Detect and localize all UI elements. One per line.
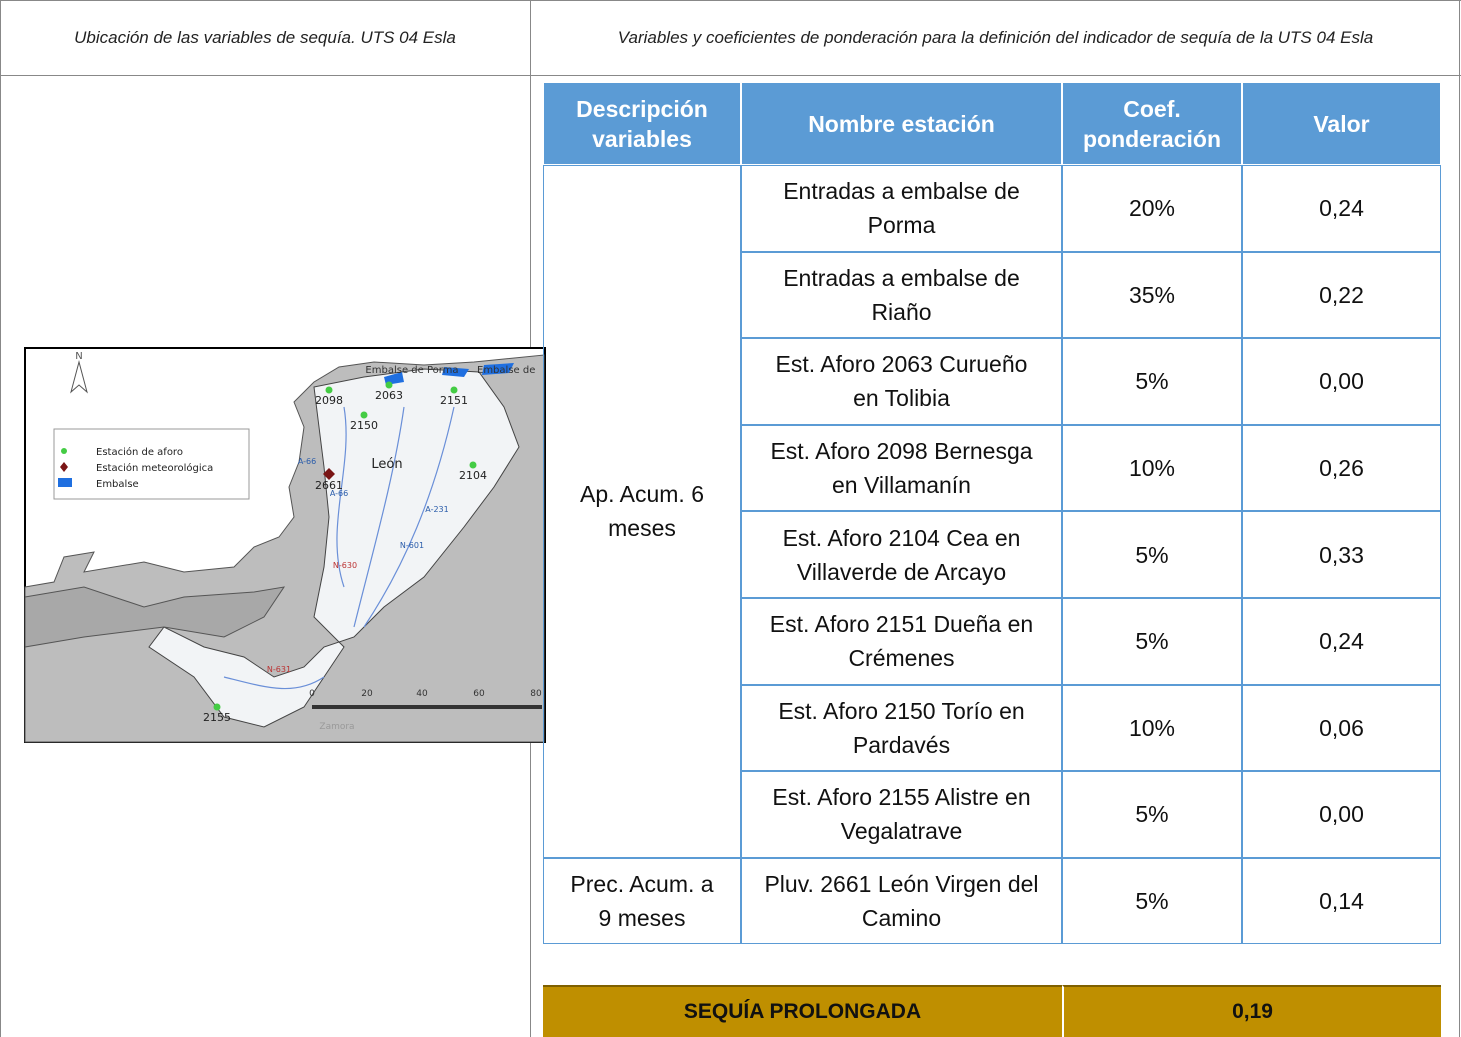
frame-top	[0, 0, 1461, 1]
station-cell: Pluv. 2661 León Virgen del Camino	[741, 857, 1062, 945]
station-label: 2063	[375, 389, 403, 402]
place-label: Zamora	[319, 722, 354, 732]
frame-right	[1459, 0, 1460, 1037]
station-label: 2150	[350, 419, 378, 432]
scale-label: 0	[309, 689, 315, 699]
summary-label: SEQUÍA PROLONGADA	[543, 985, 1062, 1037]
value-cell: 0,00	[1242, 771, 1441, 858]
station-label: 2098	[315, 394, 343, 407]
summary-value: 0,19	[1062, 985, 1441, 1037]
legend-diamond	[60, 462, 68, 472]
coef-cell: 5%	[1062, 598, 1242, 685]
coef-cell: 5%	[1062, 511, 1242, 598]
frame-left	[0, 0, 1, 1037]
station-label: 2661	[315, 479, 343, 492]
station-cell: Est. Aforo 2098 Bernesga en Villamanín	[741, 424, 1062, 512]
value-cell: 0,14	[1242, 857, 1441, 945]
station-cell: Entradas a embalse de Porma	[741, 165, 1062, 252]
frame-row	[0, 75, 1461, 76]
legend-label: Estación meteorológica	[96, 462, 213, 474]
reservoir-label: Embalse de Porma	[365, 365, 458, 376]
station-dot	[450, 386, 458, 394]
station-cell: Entradas a embalse de Riaño	[741, 251, 1062, 339]
right-header: Variables y coeficientes de ponderación …	[617, 27, 1374, 47]
road-label: N-601	[400, 541, 424, 550]
city-label: León	[371, 457, 402, 472]
scale-label: 60	[473, 689, 485, 699]
column-header: Valor	[1242, 82, 1441, 165]
coef-cell: 20%	[1062, 165, 1242, 252]
station-label: 2104	[459, 469, 487, 482]
rivers	[223, 406, 455, 690]
legend-label: Estación de aforo	[96, 446, 183, 458]
scale-label: 40	[416, 689, 428, 699]
coef-cell: 10%	[1062, 684, 1242, 772]
value-cell: 0,22	[1242, 251, 1441, 339]
column-header: Descripción variables	[543, 82, 741, 165]
left-header: Ubicación de las variables de sequía. UT…	[74, 27, 456, 47]
station-cell: Est. Aforo 2151 Dueña en Crémenes	[741, 598, 1062, 685]
value-cell: 0,00	[1242, 338, 1441, 425]
road-label: N-630	[333, 561, 357, 570]
station-label: 2155	[203, 711, 231, 724]
region-dark	[24, 586, 286, 648]
coef-cell: 5%	[1062, 857, 1242, 945]
description-cell: Ap. Acum. 6 meses	[543, 165, 741, 858]
basin	[148, 368, 520, 728]
road-label: N-631	[267, 665, 291, 674]
station-cell: Est. Aforo 2104 Cea en Villaverde de Arc…	[741, 511, 1062, 598]
station-dot	[325, 386, 333, 394]
value-cell: 0,24	[1242, 165, 1441, 252]
road-label: A-66	[330, 489, 348, 498]
station-cell: Est. Aforo 2155 Alistre en Vegalatrave	[741, 771, 1062, 858]
value-cell: 0,26	[1242, 424, 1441, 512]
reservoirs	[384, 363, 514, 385]
legend-dot	[61, 448, 67, 454]
scale-label: 80	[530, 689, 542, 699]
station-label: 2151	[440, 394, 468, 407]
station-dot	[360, 411, 368, 419]
column-header: Coef. ponderación	[1062, 82, 1242, 165]
scale-label: 20	[361, 689, 373, 699]
value-cell: 0,06	[1242, 684, 1441, 772]
station-dot	[213, 703, 221, 711]
north-label: N	[75, 351, 82, 362]
value-cell: 0,24	[1242, 598, 1441, 685]
legend-label: Embalse	[96, 479, 139, 490]
coef-cell: 10%	[1062, 424, 1242, 512]
station-cell: Est. Aforo 2063 Curueño en Tolibia	[741, 338, 1062, 425]
road-label: A-231	[425, 505, 448, 514]
coef-cell: 5%	[1062, 338, 1242, 425]
station-cell: Est. Aforo 2150 Torío en Pardavés	[741, 684, 1062, 772]
coef-cell: 35%	[1062, 251, 1242, 339]
weather-station	[323, 468, 335, 480]
column-header: Nombre estación	[741, 82, 1062, 165]
north-arrow	[70, 360, 88, 394]
coef-cell: 5%	[1062, 771, 1242, 858]
legend-box	[53, 428, 250, 500]
description-cell: Prec. Acum. a 9 meses	[543, 857, 741, 945]
road-label: A-66	[298, 457, 316, 466]
value-cell: 0,33	[1242, 511, 1441, 598]
reservoir-label: Embalse de	[477, 365, 535, 376]
station-dot	[469, 461, 477, 469]
map: N Estación de aforo Estación meteorológica…	[24, 347, 546, 743]
legend-swatch	[58, 478, 72, 487]
station-dot	[385, 381, 393, 389]
